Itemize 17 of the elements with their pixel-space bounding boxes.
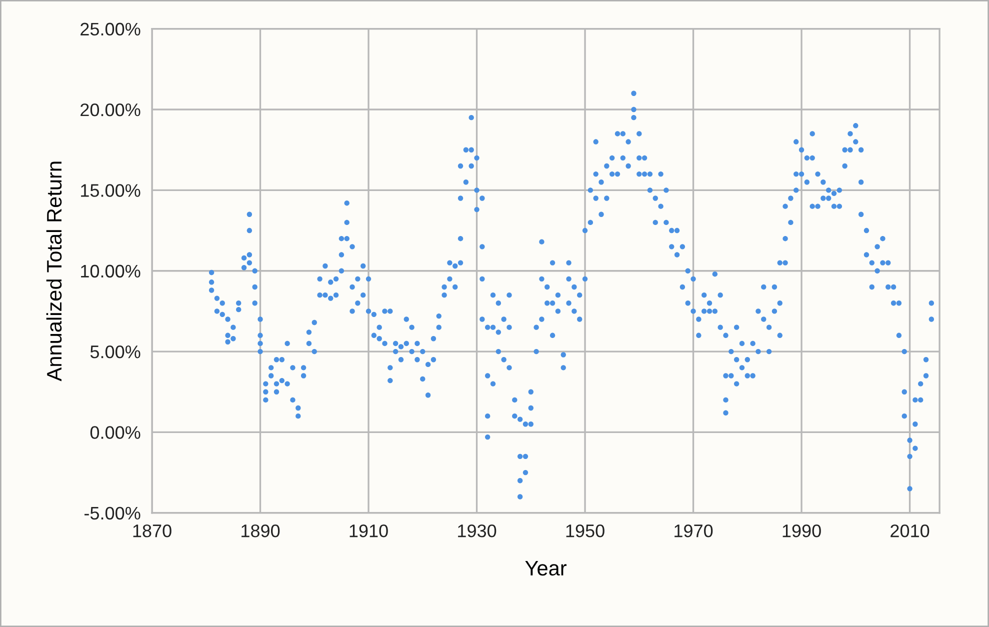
y-tick-label: -5.00% <box>84 506 140 520</box>
x-tick-label: 1990 <box>782 524 821 538</box>
y-tick-label: 5.00% <box>90 345 140 358</box>
y-tick-label: 10.00% <box>81 264 140 278</box>
y-tick-label: 20.00% <box>80 103 140 116</box>
x-tick-label: 1870 <box>133 524 172 538</box>
y-tick-label: 0.00% <box>90 426 140 439</box>
x-tick-label: 1950 <box>566 524 604 538</box>
y-tick-label: 15.00% <box>81 184 140 197</box>
x-tick-label: 2010 <box>890 524 930 538</box>
x-axis-title: Year <box>525 561 566 576</box>
x-tick-label: 1910 <box>350 524 388 538</box>
y-tick-label: 25.00% <box>80 22 140 36</box>
x-tick-label: 1970 <box>674 524 713 538</box>
x-tick-label: 1930 <box>458 524 496 538</box>
x-tick-label: 1890 <box>242 524 280 538</box>
y-axis-title: Annualized Total Return <box>46 162 62 382</box>
